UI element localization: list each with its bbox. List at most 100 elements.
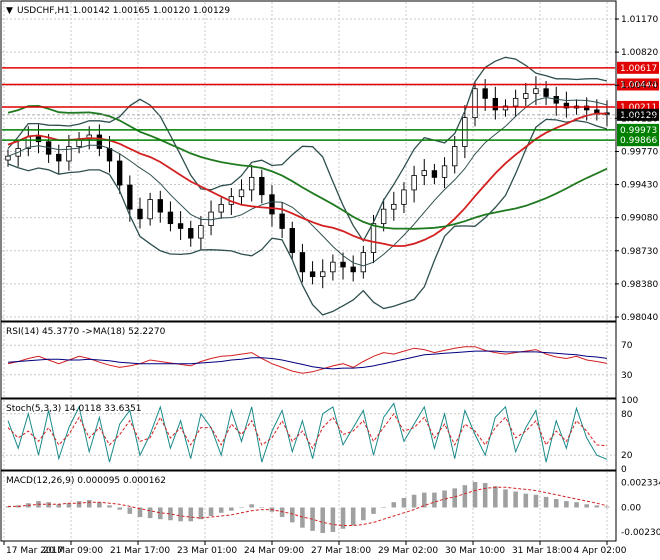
candle-body	[452, 146, 458, 167]
rsi-tick-label: 30	[621, 371, 633, 381]
candle-body	[157, 199, 163, 213]
macd-histogram-bar	[300, 507, 305, 528]
y-tick-label: 1.00120	[621, 114, 658, 124]
macd-histogram-bar	[442, 490, 447, 508]
rsi-tick-label: 70	[621, 341, 633, 351]
grid-lines	[2, 2, 615, 540]
candle-body	[320, 271, 326, 278]
macd-histogram-bar	[381, 507, 386, 508]
macd-histogram-bar	[391, 502, 397, 508]
y-tick-label: 0.99080	[621, 214, 658, 224]
macd-title: MACD(12,26,9) 0.000095 0.000162	[6, 476, 166, 486]
candle-body	[198, 225, 204, 239]
macd-tick-label: 0.00	[621, 503, 641, 513]
macd-histogram-bar	[523, 493, 529, 508]
candle-body	[523, 93, 529, 99]
candle-body	[259, 176, 265, 196]
macd-histogram-bar	[198, 507, 204, 520]
bollinger-lower-line	[7, 118, 608, 316]
candle-body	[56, 153, 62, 162]
candle-body	[238, 189, 245, 198]
price-level-tag	[617, 123, 659, 136]
macd-histogram-bar	[513, 491, 518, 508]
macd-histogram-bar	[472, 481, 478, 508]
candle-body	[543, 88, 549, 97]
x-tick-label: 23 Mar 01:00	[177, 546, 237, 556]
macd-histogram-bar	[553, 498, 559, 508]
macd-histogram-bar	[66, 503, 72, 508]
candle-body	[512, 97, 519, 107]
candle-body	[584, 105, 590, 111]
macd-histogram-bar	[178, 507, 183, 522]
macd-histogram-bar	[564, 501, 569, 508]
rsi-plot	[2, 344, 615, 376]
candle-body	[431, 170, 438, 178]
x-tick-label: 17 Mar 2017	[6, 546, 63, 556]
y-tick-label: 0.99770	[621, 147, 658, 157]
macd-histogram-bar	[188, 507, 194, 522]
macd-histogram-bar	[229, 507, 234, 511]
candle-body	[188, 228, 194, 239]
candle-body	[289, 228, 295, 253]
bollinger-upper-line	[7, 56, 608, 243]
candle-body	[563, 102, 570, 109]
macd-histogram-bar	[594, 505, 600, 508]
x-tick-label: 20 Mar 09:00	[43, 546, 103, 556]
x-tick-label: 24 Mar 09:00	[244, 546, 304, 556]
macd-histogram-bar	[249, 504, 254, 508]
macd-histogram-bar	[401, 497, 407, 508]
candle-body	[5, 155, 11, 161]
candle-body	[441, 165, 448, 178]
macd-histogram-bar	[493, 486, 498, 508]
macd-histogram-bar	[76, 501, 82, 508]
macd-histogram-bar	[584, 504, 589, 508]
stoch-tick-label: 100	[621, 396, 638, 406]
symbol-header: USDCHF,H1 1.00142 1.00165 1.00120 1.0012…	[17, 6, 230, 16]
current-price-tag	[617, 108, 659, 121]
price-level-tag	[617, 61, 659, 74]
macd-histogram-bar	[543, 496, 549, 508]
macd-histogram-bar	[208, 507, 214, 516]
candle-body	[462, 117, 468, 147]
macd-histogram-bar	[107, 505, 112, 508]
candle-body	[218, 203, 224, 213]
macd-histogram-bar	[56, 504, 62, 508]
candle-body	[106, 148, 113, 162]
candle-body	[127, 184, 133, 210]
macd-histogram-bar	[411, 494, 417, 508]
macd-histogram-bar	[158, 507, 163, 520]
macd-histogram-bar	[482, 483, 488, 508]
moving-average-green-line	[7, 104, 608, 230]
macd-histogram-bar	[320, 507, 326, 533]
macd-histogram-bar	[371, 507, 376, 514]
x-tick-label: 29 Mar 02:00	[378, 546, 438, 556]
rsi-ma-line	[7, 350, 608, 370]
symbol-header-arrow[interactable]: ▼	[6, 6, 13, 16]
macd-histogram-bar	[168, 507, 173, 521]
macd-histogram-bar	[340, 507, 346, 529]
rsi-title: RSI(14) 45.3770 ->MA(18) 52.2270	[6, 327, 166, 337]
candle-body	[380, 208, 387, 225]
macd-histogram-bar	[432, 492, 437, 508]
price-level-label: 0.99866	[620, 136, 657, 146]
candle-body	[35, 136, 42, 143]
y-tick-label: 1.00470	[621, 81, 658, 91]
macd-histogram-bar	[462, 485, 468, 508]
candle-body	[360, 252, 367, 273]
x-tick-label: 27 Mar 18:00	[311, 546, 371, 556]
macd-histogram-bar	[574, 502, 579, 508]
macd-histogram-bar	[137, 507, 143, 518]
x-tick-label: 21 Mar 17:00	[110, 546, 170, 556]
candle-body	[309, 271, 316, 278]
y-tick-label: 0.98380	[621, 280, 658, 290]
macd-tick-label: -0.002306	[621, 528, 660, 538]
stoch-plot	[2, 402, 615, 463]
candle-body	[411, 175, 417, 191]
macd-histogram-bar	[533, 494, 539, 508]
y-tick-label: 1.01170	[621, 15, 658, 25]
stoch-signal-line	[7, 412, 608, 450]
candle-body	[502, 105, 509, 111]
main-price-panel[interactable]	[0, 0, 617, 322]
macd-histogram-bar	[289, 507, 295, 523]
